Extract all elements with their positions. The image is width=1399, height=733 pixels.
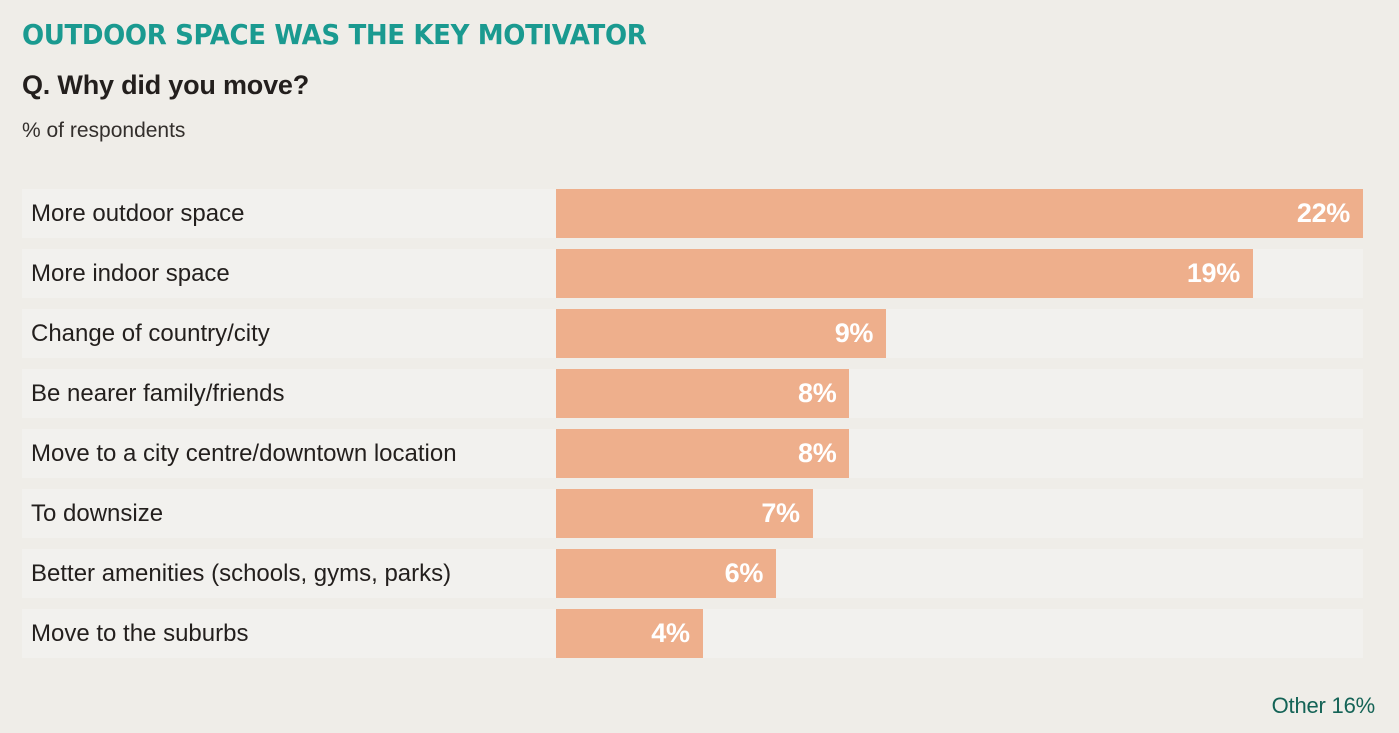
bar-track: 8% <box>556 369 1363 418</box>
bar-category-label: Change of country/city <box>31 320 270 347</box>
bar-fill: 19% <box>556 249 1253 298</box>
bar-fill: 8% <box>556 369 850 418</box>
bar-track: 8% <box>556 429 1363 478</box>
bar-fill: 8% <box>556 429 850 478</box>
bar-value-label: 4% <box>651 618 690 648</box>
page-title: OUTDOOR SPACE WAS THE KEY MOTIVATOR <box>22 18 647 51</box>
bar-fill: 7% <box>556 489 813 538</box>
bar-category-label: More outdoor space <box>31 200 245 227</box>
bar-category-label: Move to a city centre/downtown location <box>31 440 457 467</box>
bar-value-label: 6% <box>724 558 764 588</box>
bar-value-label: 19% <box>1186 258 1240 288</box>
bar-category-label: Move to the suburbs <box>31 620 249 647</box>
bar-value-label: 8% <box>798 378 837 408</box>
bar-chart: More outdoor space 22% More indoor space 19… <box>22 189 1363 658</box>
bar-row: Move to a city centre/downtown location 8… <box>22 429 1363 478</box>
chart-question: Q. Why did you move? <box>22 70 310 101</box>
bar-row: Move to the suburbs 4% <box>22 609 1363 658</box>
bar-track: 9% <box>556 309 1363 358</box>
bar-track: 19% <box>556 249 1363 298</box>
bar-track: 22% <box>556 189 1363 238</box>
bar-category-label: Better amenities (schools, gyms, parks) <box>31 560 452 587</box>
chart-units-label: % of respondents <box>22 119 186 143</box>
bar-fill: 4% <box>556 609 703 658</box>
bar-fill: 22% <box>556 189 1363 238</box>
bar-fill: 9% <box>556 309 887 358</box>
bar-track: 6% <box>556 549 1363 598</box>
bar-row: More outdoor space 22% <box>22 189 1363 238</box>
bar-fill: 6% <box>556 549 777 598</box>
bar-value-label: 22% <box>1296 198 1350 228</box>
bar-value-label: 7% <box>761 498 800 528</box>
bar-category-label: To downsize <box>31 500 164 527</box>
bar-track: 4% <box>556 609 1363 658</box>
bar-row: More indoor space 19% <box>22 249 1363 298</box>
bar-category-label: More indoor space <box>31 260 230 287</box>
bar-row: Better amenities (schools, gyms, parks) 6… <box>22 549 1363 598</box>
bar-category-label: Be nearer family/friends <box>31 380 285 407</box>
bar-row: Be nearer family/friends 8% <box>22 369 1363 418</box>
bar-track: 7% <box>556 489 1363 538</box>
bar-row: Change of country/city 9% <box>22 309 1363 358</box>
bar-value-label: 8% <box>798 438 837 468</box>
bar-value-label: 9% <box>834 318 874 348</box>
chart-header: OUTDOOR SPACE WAS THE KEY MOTIVATOR Q. W… <box>0 0 1399 142</box>
bar-row: To downsize 7% <box>22 489 1363 538</box>
other-note: Other 16% <box>1271 693 1376 718</box>
